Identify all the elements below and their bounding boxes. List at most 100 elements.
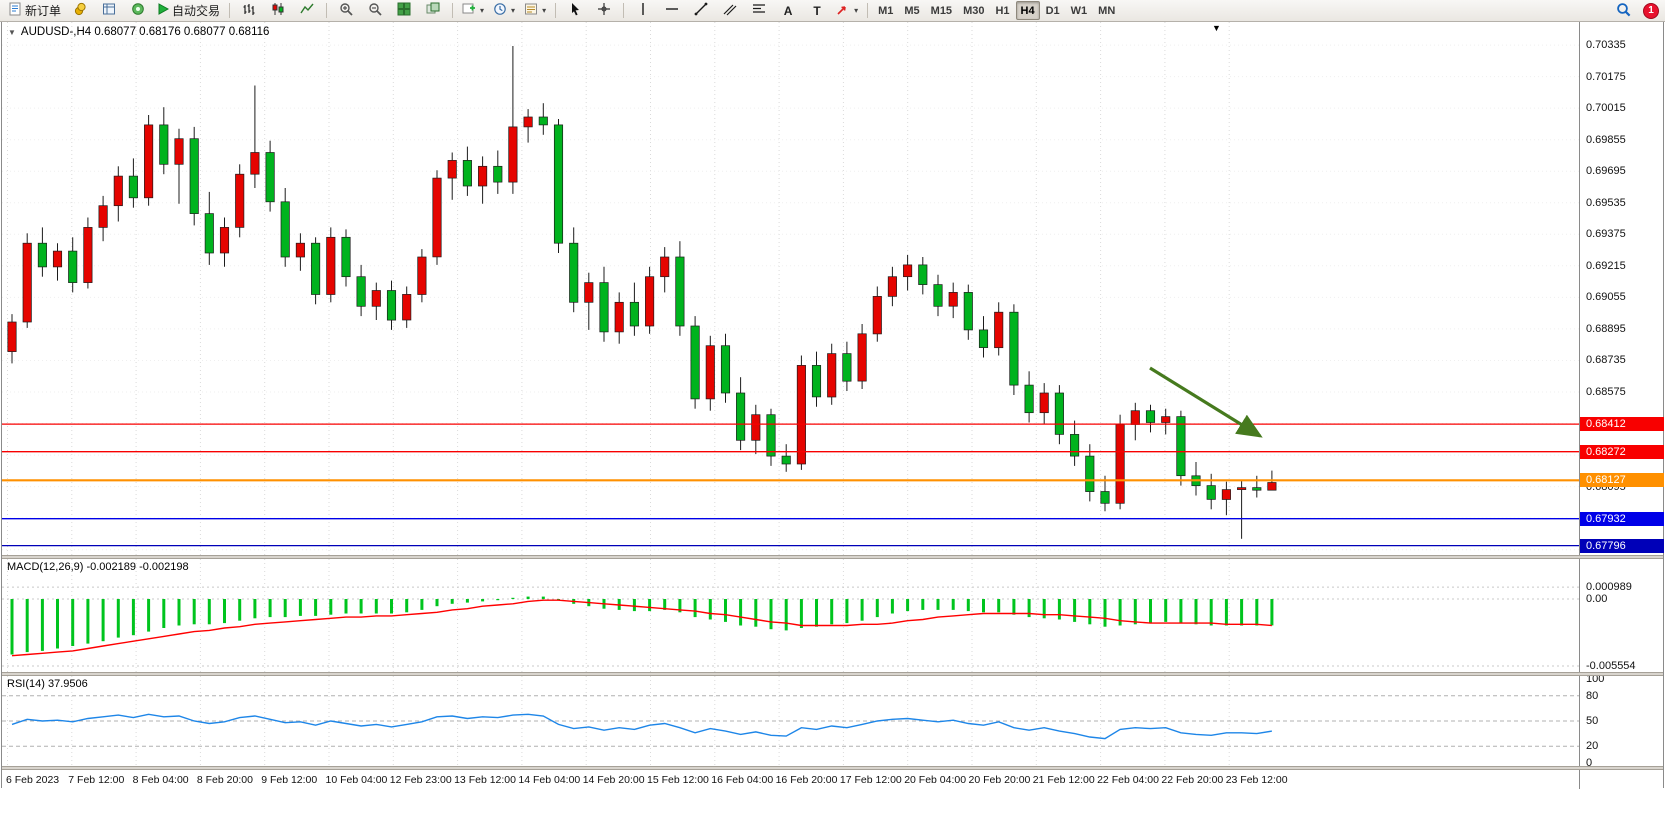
rsi-chart[interactable] bbox=[2, 676, 1581, 766]
notification-badge[interactable]: 1 bbox=[1643, 2, 1659, 19]
bar-chart-button[interactable] bbox=[235, 1, 263, 21]
templates-icon bbox=[524, 2, 538, 19]
trendline-button[interactable] bbox=[687, 1, 715, 21]
date-axis-label: 20 Feb 20:00 bbox=[968, 774, 1031, 786]
fibonacci-button[interactable] bbox=[745, 1, 773, 21]
toolbar-separator bbox=[555, 3, 557, 18]
macd-chart[interactable] bbox=[2, 559, 1581, 672]
price-level-badge: 0.67796 bbox=[1580, 538, 1664, 553]
rsi-axis-label: 0 bbox=[1586, 757, 1593, 769]
data-window-button[interactable] bbox=[95, 1, 123, 21]
time-axis[interactable]: 6 Feb 2023 7 Feb 12:00 8 Feb 04:00 8 Feb 20… bbox=[2, 770, 1581, 789]
cascade-windows-button[interactable] bbox=[419, 1, 447, 21]
vertical-line-button[interactable] bbox=[629, 1, 657, 21]
macd-pane[interactable]: MACD(12,26,9) -0.002189 -0.002198 bbox=[2, 559, 1581, 672]
date-axis-label: 10 Feb 04:00 bbox=[325, 774, 388, 786]
indicators-icon bbox=[462, 2, 476, 19]
horizontal-line-button[interactable] bbox=[658, 1, 686, 21]
tile-windows-button[interactable] bbox=[390, 1, 418, 21]
price-axis-label: 0.69055 bbox=[1586, 291, 1626, 304]
line-chart-icon bbox=[300, 2, 314, 19]
line-chart-button[interactable] bbox=[293, 1, 321, 21]
toolbar-separator bbox=[326, 3, 328, 18]
price-level-badge: 0.67932 bbox=[1580, 511, 1664, 526]
cursor-button[interactable] bbox=[561, 1, 589, 21]
navigator-button[interactable] bbox=[124, 1, 152, 21]
macd-label: MACD(12,26,9) -0.002189 -0.002198 bbox=[7, 561, 189, 573]
chevron-down-icon: ▾ bbox=[480, 6, 485, 15]
rsi-axis-label: 80 bbox=[1586, 689, 1599, 702]
date-axis-label: 15 Feb 12:00 bbox=[647, 774, 709, 786]
price-level-badge: 0.68412 bbox=[1580, 417, 1664, 432]
periods-button[interactable]: ▾ bbox=[489, 1, 519, 21]
main-toolbar: 新订单 自动交易 ▾ ▾ ▾ bbox=[0, 0, 1665, 22]
macd-axis-label: 0.000989 bbox=[1586, 581, 1632, 594]
timeframe-button-D1[interactable]: D1 bbox=[1045, 4, 1060, 17]
search-button[interactable] bbox=[1609, 1, 1637, 21]
timeframe-button-H4[interactable]: H4 bbox=[1015, 1, 1040, 20]
arrows-tool-button[interactable]: ▾ bbox=[832, 1, 862, 21]
timeframe-button-M30[interactable]: M30 bbox=[963, 4, 985, 17]
date-axis-label: 13 Feb 12:00 bbox=[454, 774, 516, 786]
market-watch-icon bbox=[73, 2, 87, 19]
text-tool-icon: A bbox=[783, 3, 793, 18]
crosshair-button[interactable] bbox=[590, 1, 618, 21]
search-icon bbox=[1616, 2, 1631, 20]
horizontal-line-icon bbox=[665, 2, 679, 19]
timeframe-button-M1[interactable]: M1 bbox=[878, 4, 894, 17]
timeframe-button-H1[interactable]: H1 bbox=[995, 4, 1010, 17]
toolbar-separator bbox=[623, 3, 625, 18]
timeframe-button-MN[interactable]: MN bbox=[1098, 4, 1116, 17]
one-click-trading-toggle[interactable]: ▼ bbox=[8, 27, 16, 37]
price-axis-label: 0.70175 bbox=[1586, 70, 1626, 83]
cascade-windows-icon bbox=[426, 2, 440, 19]
arrow-shape-icon bbox=[836, 2, 850, 19]
candlestick-chart-icon bbox=[271, 2, 285, 19]
candlestick-chart-button[interactable] bbox=[264, 1, 292, 21]
timeframe-button-M5[interactable]: M5 bbox=[904, 4, 920, 17]
pane-splitter[interactable] bbox=[2, 555, 1663, 559]
price-axis-label: 0.70015 bbox=[1586, 102, 1626, 115]
price-chart-pane[interactable]: ▼ AUDUSD-,H4 0.68077 0.68176 0.68077 0.6… bbox=[2, 22, 1581, 555]
chart-shift-marker[interactable]: ▼ bbox=[1212, 23, 1221, 33]
price-axis[interactable]: 0.70335 0.70175 0.70015 0.69855 0.69695 0.695… bbox=[1579, 22, 1664, 789]
navigator-icon bbox=[131, 2, 145, 19]
rsi-label: RSI(14) 37.9506 bbox=[7, 678, 88, 690]
cursor-icon bbox=[568, 2, 582, 19]
rsi-axis-label: 100 bbox=[1586, 673, 1605, 685]
new-order-label: 新订单 bbox=[25, 4, 62, 18]
rsi-axis-label: 20 bbox=[1586, 740, 1599, 753]
data-window-icon bbox=[102, 2, 116, 19]
text-tool-button[interactable]: A bbox=[774, 1, 802, 21]
zoom-out-button[interactable] bbox=[361, 1, 389, 21]
market-watch-button[interactable] bbox=[66, 1, 94, 21]
price-axis-label: 0.69535 bbox=[1586, 196, 1626, 209]
pane-splitter[interactable] bbox=[2, 766, 1663, 770]
label-tool-button[interactable]: T bbox=[803, 1, 831, 21]
auto-trading-button[interactable]: 自动交易 bbox=[153, 1, 224, 21]
rsi-pane[interactable]: RSI(14) 37.9506 bbox=[2, 676, 1581, 766]
chevron-down-icon: ▾ bbox=[511, 6, 516, 15]
toolbar-separator bbox=[229, 3, 231, 18]
price-axis-label: 0.69695 bbox=[1586, 165, 1626, 178]
pane-splitter[interactable] bbox=[2, 672, 1663, 676]
candlestick-chart[interactable] bbox=[2, 22, 1581, 555]
indicators-button[interactable]: ▾ bbox=[458, 1, 488, 21]
date-axis-label: 14 Feb 20:00 bbox=[582, 774, 645, 786]
timeframe-button-M15[interactable]: M15 bbox=[930, 4, 953, 17]
price-axis-label: 0.68735 bbox=[1586, 354, 1626, 367]
chevron-down-icon: ▾ bbox=[542, 6, 547, 15]
channel-button[interactable] bbox=[716, 1, 744, 21]
crosshair-icon bbox=[597, 2, 611, 19]
templates-button[interactable]: ▾ bbox=[520, 1, 550, 21]
clock-icon bbox=[493, 2, 507, 19]
timeframe-button-W1[interactable]: W1 bbox=[1070, 4, 1088, 17]
new-order-button[interactable]: 新订单 bbox=[4, 1, 65, 21]
zoom-in-button[interactable] bbox=[332, 1, 360, 21]
toolbar-right-group: 1 bbox=[1609, 1, 1661, 21]
date-axis-label: 22 Feb 04:00 bbox=[1097, 774, 1159, 786]
vertical-line-icon bbox=[636, 2, 650, 19]
price-axis-label: 0.70335 bbox=[1586, 39, 1626, 52]
price-level-badge: 0.68127 bbox=[1580, 473, 1664, 488]
chevron-down-icon: ▾ bbox=[854, 6, 859, 15]
